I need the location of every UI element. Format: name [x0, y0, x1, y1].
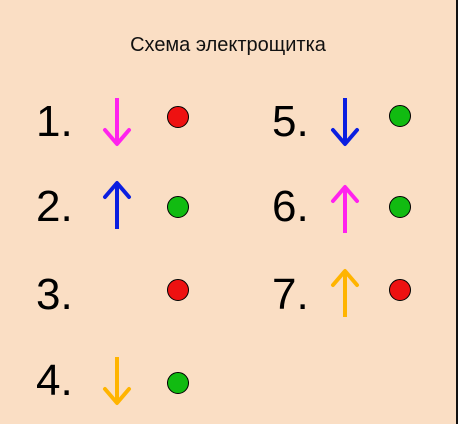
arrow-head-down — [103, 128, 131, 146]
arrow-head-up — [331, 269, 359, 287]
right-border — [456, 0, 458, 424]
breaker-label: 6. — [272, 182, 309, 231]
status-indicator-green — [167, 196, 189, 218]
diagram-title: Схема электрощитка — [130, 34, 326, 56]
status-indicator-red — [389, 279, 411, 301]
arrow-up-icon — [331, 269, 359, 317]
status-indicator-green — [389, 105, 411, 127]
status-indicator-red — [167, 106, 189, 128]
arrow-down-icon — [331, 98, 359, 146]
arrow-head-up — [103, 181, 131, 199]
arrow-head-up — [331, 185, 359, 203]
breaker-label: 4. — [36, 356, 73, 405]
arrow-head-down — [331, 128, 359, 146]
arrow-down-icon — [103, 98, 131, 146]
breaker-label: 2. — [36, 182, 73, 231]
status-indicator-red — [167, 279, 189, 301]
arrow-up-icon — [103, 181, 131, 229]
breaker-label: 5. — [272, 97, 309, 146]
arrow-down-icon — [103, 357, 131, 405]
status-indicator-green — [167, 372, 189, 394]
breaker-label: 3. — [36, 270, 73, 319]
breaker-label: 1. — [36, 97, 73, 146]
arrow-up-icon — [331, 185, 359, 233]
breaker-label: 7. — [272, 270, 309, 319]
arrow-head-down — [103, 387, 131, 405]
status-indicator-green — [389, 196, 411, 218]
